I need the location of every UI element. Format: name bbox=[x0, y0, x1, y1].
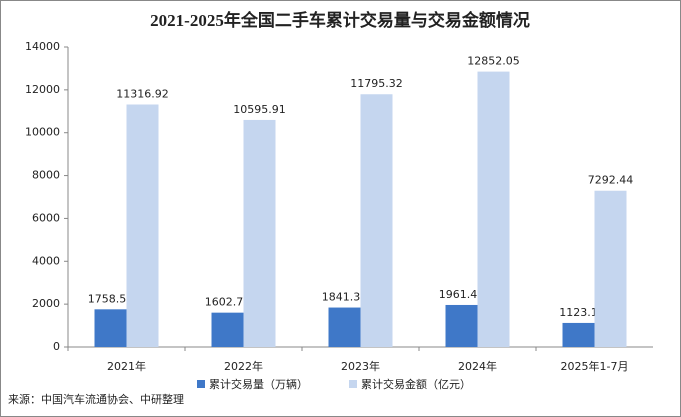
value-label: 1841.33 bbox=[322, 291, 368, 304]
x-tick-label: 2022年 bbox=[224, 359, 263, 373]
value-label: 1123.1 bbox=[559, 306, 598, 319]
bar bbox=[328, 307, 361, 347]
y-tick-label: 0 bbox=[53, 340, 60, 353]
y-tick-label: 4000 bbox=[32, 254, 60, 267]
value-label: 1758.51 bbox=[88, 292, 134, 305]
legend-swatch bbox=[349, 380, 357, 388]
bar bbox=[211, 312, 244, 347]
x-tick-label: 2023年 bbox=[341, 359, 380, 373]
x-tick-label: 2021年 bbox=[107, 359, 146, 373]
x-tick-label: 2025年1-7月 bbox=[561, 359, 629, 373]
y-tick-label: 8000 bbox=[32, 169, 60, 182]
value-label: 12852.05 bbox=[467, 55, 520, 68]
value-label: 1961.42 bbox=[439, 288, 485, 301]
value-label: 11316.92 bbox=[116, 87, 169, 100]
y-tick-label: 12000 bbox=[25, 83, 60, 96]
y-tick-label: 10000 bbox=[25, 126, 60, 139]
y-tick-label: 6000 bbox=[32, 211, 60, 224]
value-label: 10595.91 bbox=[233, 103, 286, 116]
source-note: 来源：中国汽车流通协会、中研整理 bbox=[8, 392, 184, 406]
bar bbox=[562, 322, 595, 347]
bar bbox=[477, 71, 510, 347]
legend-swatch bbox=[197, 380, 205, 388]
bar bbox=[445, 304, 478, 347]
value-label: 7292.44 bbox=[588, 174, 634, 187]
legend-label: 累计交易金额（亿元） bbox=[361, 377, 471, 391]
bar bbox=[594, 190, 627, 347]
bar bbox=[243, 119, 276, 347]
value-label: 11795.32 bbox=[350, 77, 403, 90]
bar bbox=[94, 309, 127, 347]
bar bbox=[360, 94, 393, 348]
chart-title: 2021-2025年全国二手车累计交易量与交易金额情况 bbox=[150, 10, 530, 30]
value-label: 1602.78 bbox=[205, 296, 251, 309]
bar bbox=[126, 104, 159, 347]
legend-label: 累计交易量（万辆） bbox=[209, 377, 308, 391]
y-tick-label: 14000 bbox=[25, 40, 60, 53]
x-tick-label: 2024年 bbox=[458, 359, 497, 373]
y-tick-label: 2000 bbox=[32, 297, 60, 310]
